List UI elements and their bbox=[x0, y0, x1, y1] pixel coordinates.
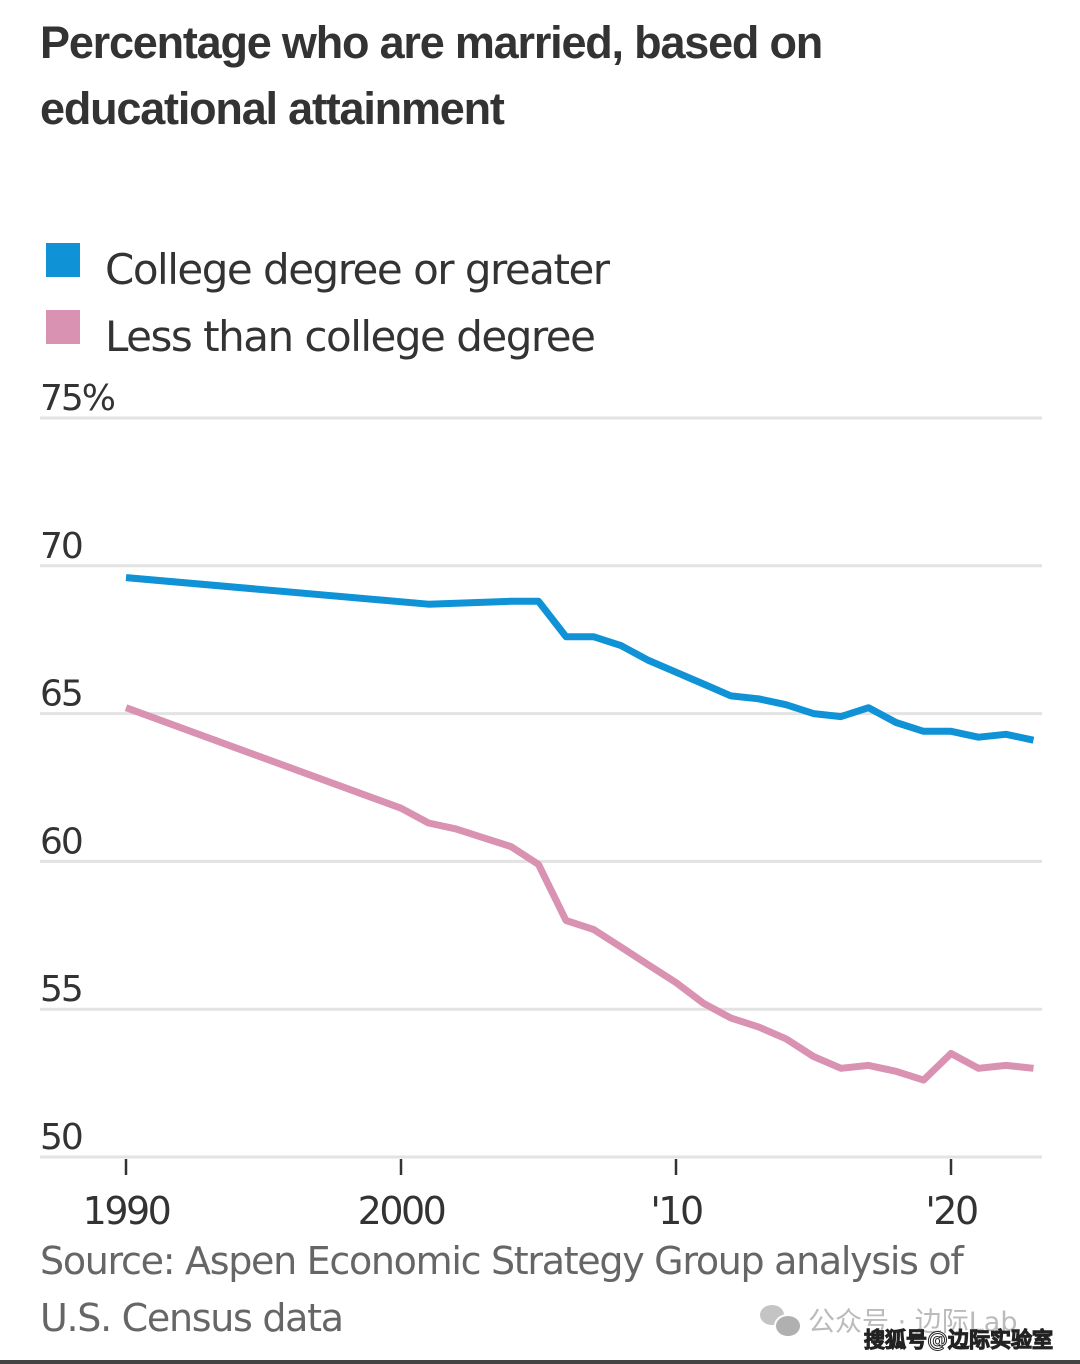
legend-label-less-than-college: Less than college degree bbox=[105, 312, 596, 361]
legend-swatch-less-than-college bbox=[46, 310, 80, 344]
x-tick-label: '10 bbox=[650, 1189, 702, 1233]
legend-label-college: College degree or greater bbox=[105, 245, 610, 294]
watermark-text: 公众号 · 边际Lab bbox=[808, 1307, 1018, 1338]
y-tick-label: 65 bbox=[40, 674, 82, 715]
line-chart: 75% 70 65 60 55 50 1990 2000 '10 '20 bbox=[40, 378, 1042, 1233]
series-line-college bbox=[125, 574, 1035, 744]
x-tick-label: '20 bbox=[925, 1189, 977, 1233]
wechat-icon bbox=[760, 1304, 802, 1338]
legend-item-less-than-college: Less than college degree bbox=[46, 307, 609, 374]
series-line-less-than-college bbox=[124, 704, 1034, 1084]
y-tick-label: 55 bbox=[40, 969, 82, 1010]
y-axis-labels: 75% 70 65 60 55 50 bbox=[40, 378, 117, 1158]
y-tick-label: 75% bbox=[40, 378, 115, 419]
legend-swatch-college bbox=[46, 243, 80, 277]
x-tick-label: 2000 bbox=[358, 1189, 445, 1233]
bottom-rule bbox=[0, 1360, 1080, 1364]
x-axis: 1990 2000 '10 '20 bbox=[83, 1159, 979, 1233]
watermark: 公众号 · 边际Lab bbox=[760, 1300, 1017, 1339]
gridlines bbox=[40, 416, 1042, 1159]
watermark-secondary: 搜狐号@边际实验室 bbox=[864, 1328, 1054, 1353]
legend-item-college: College degree or greater bbox=[46, 240, 610, 307]
legend: College degree or greater Less than coll… bbox=[46, 240, 610, 374]
y-tick-label: 50 bbox=[40, 1117, 82, 1158]
chart-title: Percentage who are married, based on edu… bbox=[40, 17, 823, 134]
y-tick-label: 60 bbox=[40, 821, 82, 862]
source-note: Source: Aspen Economic Strategy Group an… bbox=[40, 1239, 964, 1340]
y-tick-label: 70 bbox=[40, 526, 82, 567]
series-lines bbox=[124, 574, 1035, 1084]
x-tick-label: 1990 bbox=[83, 1189, 170, 1233]
